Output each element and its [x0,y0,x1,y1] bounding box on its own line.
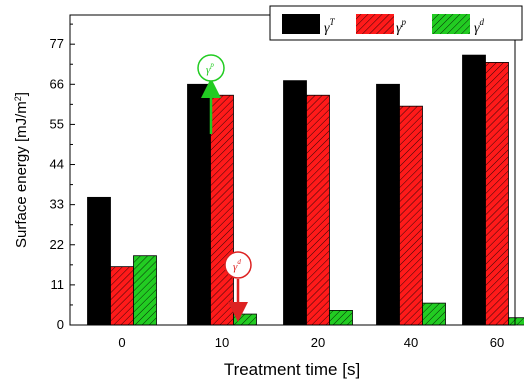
bar-polar-20 [306,94,330,326]
legend: γT γp γd [269,5,523,41]
bar-total-20 [283,80,307,326]
y-tick-label-66: 66 [50,76,64,91]
bar-dispersive-0 [133,255,157,326]
y-axis-title: Surface energy [mJ/m2] [13,92,30,248]
bar-dispersive-10 [233,313,257,326]
y-tick-label-0: 0 [57,317,64,332]
y-tick-label-22: 22 [50,237,64,252]
x-tick-label-10: 10 [215,335,229,350]
bars-group [87,54,524,326]
y-axis: 0 11 22 33 44 55 66 77 [50,23,75,332]
legend-swatch-dispersive [432,14,470,34]
bar-total-40 [376,83,400,326]
bar-total-0 [87,196,111,326]
y-tick-label-11: 11 [51,277,65,292]
y-axis-title-main: Surface energy [mJ/m [13,101,30,248]
x-axis-title: Treatment time [s] [224,360,360,379]
bar-dispersive-40 [422,302,446,326]
annotation-polar-label: γp [206,61,214,76]
annotation-polar-increase: γp [197,54,225,134]
legend-label-dispersive: γd [474,17,485,36]
x-axis: 0 10 20 40 60 [118,335,504,350]
bar-total-60 [462,54,486,326]
bar-polar-10 [210,94,234,326]
annotation-polar-circle [197,54,225,82]
x-tick-label-20: 20 [311,335,325,350]
y-tick-label-55: 55 [50,116,64,131]
legend-label-total: γT [324,17,336,36]
y-tick-label-44: 44 [50,157,64,172]
bar-dispersive-20 [329,310,353,326]
bar-polar-40 [399,105,423,326]
annotation-dispersive-label: γd [233,258,241,273]
legend-swatch-polar [356,14,394,34]
x-tick-label-0: 0 [118,335,125,350]
y-tick-label-77: 77 [50,36,64,51]
x-tick-label-60: 60 [490,335,504,350]
y-axis-title-end: ] [13,92,30,96]
y-tick-label-33: 33 [50,197,64,212]
bar-polar-60 [485,62,509,326]
bar-polar-0 [110,266,134,326]
x-tick-label-40: 40 [404,335,418,350]
annotation-dispersive-circle [224,251,252,279]
annotation-dispersive-decrease: γd [224,251,252,322]
y-axis-title-sup: 2 [13,96,23,101]
bar-total-10 [187,83,211,326]
bar-dispersive-60 [508,317,524,326]
legend-swatch-total [282,14,320,34]
legend-label-polar: γp [396,17,407,36]
